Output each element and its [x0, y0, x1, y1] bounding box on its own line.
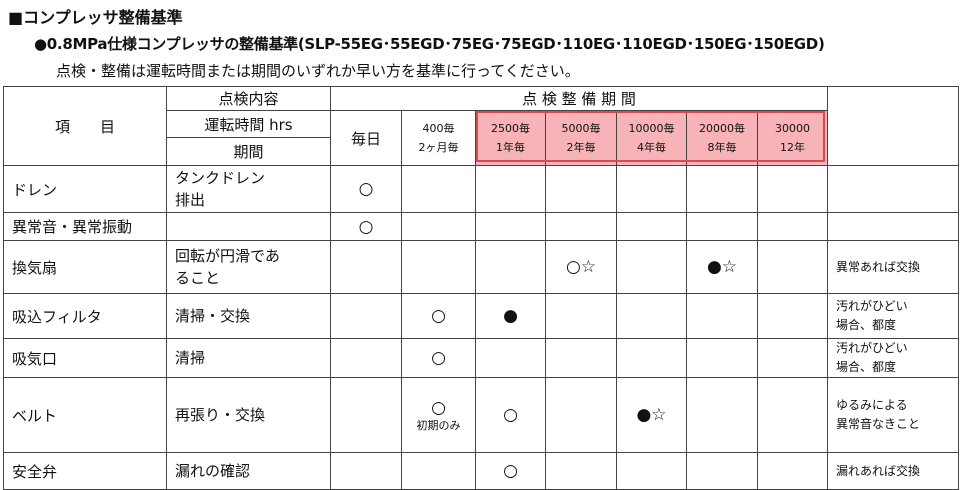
instruction-text: 点検・整備は運転時間または期間のいずれか早い方を基準に行ってください。 [56, 62, 580, 80]
mark-cell: ○ [401, 338, 476, 378]
mark-cell [330, 452, 402, 490]
mark-cell [330, 338, 402, 378]
mark-cell [757, 165, 828, 213]
row-content: 回転が円滑であ ること [166, 240, 331, 294]
mark-subnote: 初期のみ [416, 418, 461, 432]
mark-cell [401, 452, 476, 490]
interval-400: 400毎 2ヶ月毎 [401, 110, 476, 166]
row-item: 異常音・異常振動 [3, 212, 167, 241]
header-daily: 毎日 [330, 110, 402, 166]
interval-2500: 2500毎 1年毎 [475, 110, 546, 166]
row-item: 吸込フィルタ [3, 293, 167, 339]
mark-cell: ●☆ [616, 377, 687, 453]
table-row: ベルト 再張り・交換 ○ 初期のみ ○ ●☆ ゆるみによる 異常音なきこと [3, 377, 959, 453]
row-note: 漏れあれば交換 [827, 452, 959, 490]
mark-cell [757, 212, 828, 241]
row-content [166, 212, 331, 241]
mark-cell: ○ 初期のみ [401, 377, 476, 453]
table-row: 吸込フィルタ 清掃・交換 ○ ● 汚れがひどい 場合、都度 [3, 293, 959, 339]
mark-cell [686, 293, 758, 339]
header-notes [827, 86, 959, 166]
mark-cell [545, 338, 617, 378]
mark-cell: ○ [475, 377, 546, 453]
maintenance-table: 項 目 点検内容 点 検 整 備 期 間 運転時間 hrs 毎日 400毎 2ヶ月… [3, 86, 959, 490]
mark-cell [475, 338, 546, 378]
row-note: 汚れがひどい 場合、都度 [827, 338, 959, 378]
mark-cell [616, 240, 687, 294]
mark-cell [616, 165, 687, 213]
interval-20000: 20000毎 8年毎 [686, 110, 758, 166]
mark-cell [475, 212, 546, 241]
table-row: 安全弁 漏れの確認 ○ 漏れあれば交換 [3, 452, 959, 490]
row-item: 吸気口 [3, 338, 167, 378]
mark-cell [757, 293, 828, 339]
mark-cell [330, 240, 402, 294]
section-title: ■コンプレッサ整備基準 [8, 8, 183, 27]
header-content: 点検内容 [166, 86, 331, 111]
row-note [827, 212, 959, 241]
header-item: 項 目 [3, 86, 167, 166]
mark-cell: ○ [475, 452, 546, 490]
row-item: 換気扇 [3, 240, 167, 294]
mark-cell [545, 293, 617, 339]
mark-cell [686, 377, 758, 453]
mark-cell [616, 452, 687, 490]
row-note [827, 165, 959, 213]
header-hours: 運転時間 hrs [166, 110, 331, 138]
mark-cell [475, 240, 546, 294]
mark-cell [686, 165, 758, 213]
interval-5000: 5000毎 2年毎 [545, 110, 617, 166]
subtitle: ●0.8MPa仕様コンプレッサの整備基準(SLP-55EG･55EGD･75EG… [34, 35, 825, 53]
header-period: 期間 [166, 137, 331, 166]
interval-10000: 10000毎 4年毎 [616, 110, 687, 166]
row-content: タンクドレン 排出 [166, 165, 331, 213]
mark-cell [686, 212, 758, 241]
mark-cell [757, 240, 828, 294]
interval-30000: 30000 12年 [757, 110, 828, 166]
header-schedule: 点 検 整 備 期 間 [330, 86, 828, 111]
mark-cell [545, 452, 617, 490]
mark-cell: ○ [401, 293, 476, 339]
row-content: 再張り・交換 [166, 377, 331, 453]
row-content: 清掃 [166, 338, 331, 378]
mark-cell [616, 212, 687, 241]
row-note: 異常あれば交換 [827, 240, 959, 294]
mark-cell [330, 293, 402, 339]
table-row: 異常音・異常振動 ○ [3, 212, 959, 241]
row-item: ドレン [3, 165, 167, 213]
row-item: 安全弁 [3, 452, 167, 490]
mark-cell [401, 212, 476, 241]
table-row: ドレン タンクドレン 排出 ○ [3, 165, 959, 213]
mark-cell [545, 165, 617, 213]
mark-cell [757, 452, 828, 490]
mark-cell [330, 377, 402, 453]
mark-cell: ●☆ [686, 240, 758, 294]
mark-cell [616, 338, 687, 378]
mark-cell: ○ [330, 212, 402, 241]
mark-cell [757, 338, 828, 378]
row-content: 清掃・交換 [166, 293, 331, 339]
mark-cell [757, 377, 828, 453]
mark-cell [401, 165, 476, 213]
mark-cell [616, 293, 687, 339]
table-row: 換気扇 回転が円滑であ ること ○☆ ●☆ 異常あれば交換 [3, 240, 959, 294]
table-row: 吸気口 清掃 ○ 汚れがひどい 場合、都度 [3, 338, 959, 378]
mark-cell [401, 240, 476, 294]
row-note: 汚れがひどい 場合、都度 [827, 293, 959, 339]
mark-cell: ○ [330, 165, 402, 213]
mark-cell [545, 212, 617, 241]
mark-cell: ○☆ [545, 240, 617, 294]
mark-cell [475, 165, 546, 213]
mark-cell [686, 338, 758, 378]
row-content: 漏れの確認 [166, 452, 331, 490]
mark-cell [545, 377, 617, 453]
mark-cell: ● [475, 293, 546, 339]
row-item: ベルト [3, 377, 167, 453]
mark-cell [686, 452, 758, 490]
row-note: ゆるみによる 異常音なきこと [827, 377, 959, 453]
